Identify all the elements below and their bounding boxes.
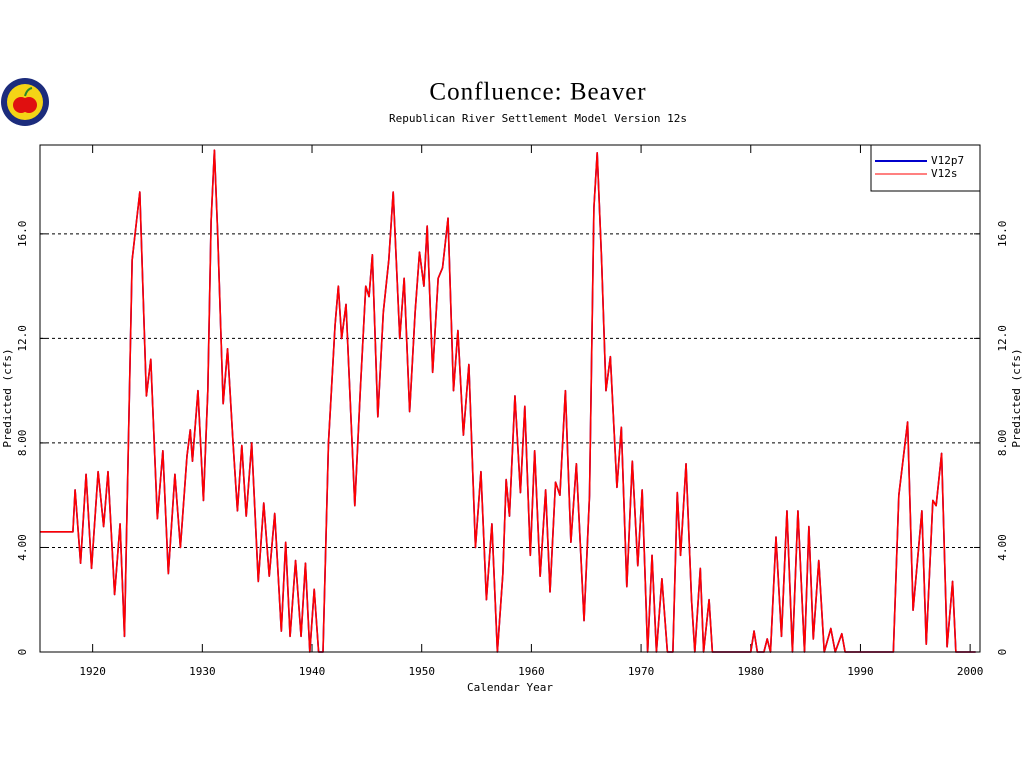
y2-tick-label: 12.0 (996, 325, 1009, 352)
y2-tick-label: 16.0 (996, 221, 1009, 248)
y-tick-label: 8.00 (16, 430, 29, 457)
y2-tick-label: 8.00 (996, 430, 1009, 457)
x-tick-label: 1980 (738, 665, 765, 678)
plot-frame (39, 144, 981, 653)
data-line (40, 149, 976, 653)
legend-label: V12s (931, 167, 958, 180)
y2-tick-label: 4.00 (996, 534, 1009, 561)
x-axis-label: Calendar Year (467, 681, 553, 694)
x-tick-label: 1970 (628, 665, 655, 678)
x-tick-label: 1990 (847, 665, 874, 678)
x-tick-label: 1950 (408, 665, 435, 678)
data-line (40, 149, 976, 653)
x-tick-label: 1960 (518, 665, 545, 678)
x-tick-label: 1920 (79, 665, 106, 678)
legend-box (870, 144, 981, 192)
chart-subtitle: Republican River Settlement Model Versio… (389, 112, 687, 125)
y-axis-label: Predicted (cfs) (1, 348, 14, 447)
x-tick-label: 1930 (189, 665, 216, 678)
y-tick-label: 16.0 (16, 221, 29, 248)
x-tick-label: 1940 (299, 665, 326, 678)
y2-tick-label: 0 (996, 649, 1009, 656)
y-tick-label: 12.0 (16, 325, 29, 352)
logo (1, 78, 49, 126)
y2-axis-label: Predicted (cfs) (1010, 348, 1023, 447)
y-tick-label: 4.00 (16, 534, 29, 561)
x-tick-label: 2000 (957, 665, 984, 678)
y-tick-label: 0 (16, 649, 29, 656)
chart-title: Confluence: Beaver (429, 79, 646, 106)
legend-label: V12p7 (931, 154, 964, 167)
